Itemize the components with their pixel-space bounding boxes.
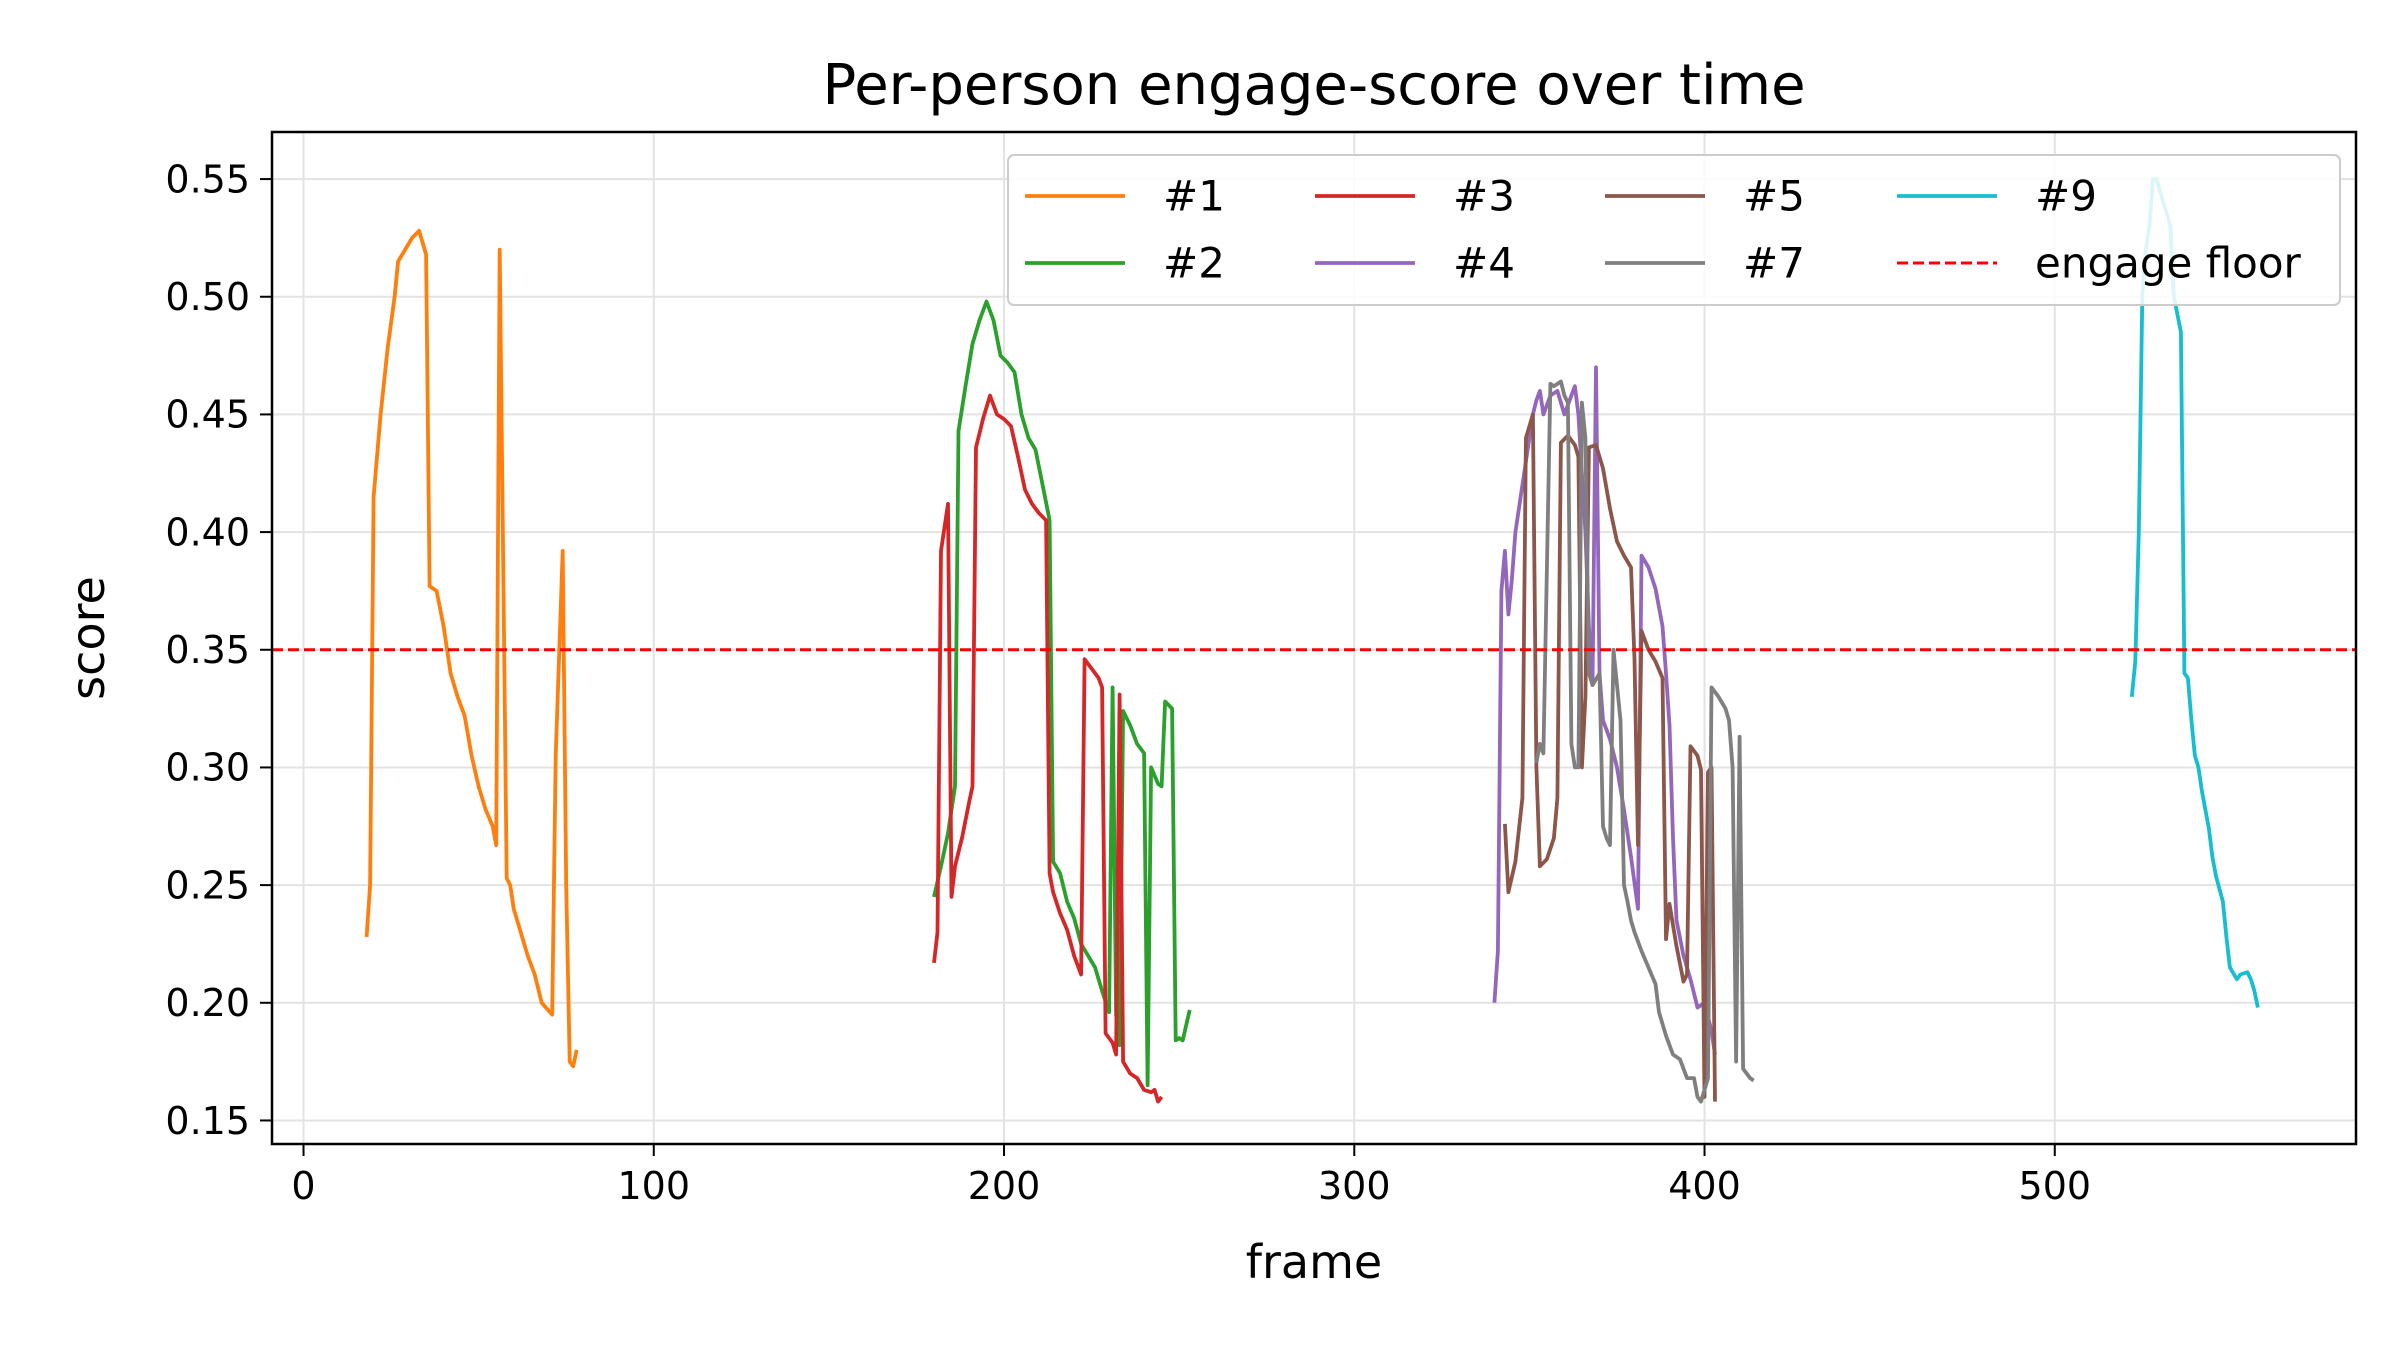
series-line-p3	[932, 393, 1164, 1104]
legend-label: engage floor	[2035, 239, 2302, 288]
x-tick-label: 0	[291, 1164, 315, 1208]
legend-label: #2	[1163, 239, 1225, 288]
x-tick-label: 400	[1668, 1164, 1741, 1208]
chart-title: Per-person engage-score over time	[822, 53, 1805, 118]
x-tick-label: 300	[1318, 1164, 1391, 1208]
x-tick-label: 100	[618, 1164, 691, 1208]
y-tick-label: 0.50	[165, 275, 250, 319]
plot-frame	[270, 130, 2358, 1146]
legend-label: #4	[1453, 239, 1515, 288]
legend-label: #1	[1163, 172, 1225, 221]
series-line-p2	[932, 299, 1192, 1088]
x-tick-label: 200	[968, 1164, 1041, 1208]
y-tick-label: 0.30	[165, 746, 250, 790]
y-tick-label: 0.25	[165, 863, 250, 907]
x-tick-label: 500	[2019, 1164, 2092, 1208]
legend: #1 #2 #3 #4 #5 #7 #9 engage floor	[1007, 154, 2341, 306]
axis-ticks: 0 100 200 300 400 500 0.15 0.20 0.25 0.30 0.35 0.40…	[165, 157, 2091, 1208]
y-axis-label: score	[61, 576, 115, 700]
series-line-p4	[1492, 365, 1717, 1055]
y-tick-label: 0.20	[165, 981, 250, 1025]
y-tick-label: 0.35	[165, 628, 250, 672]
legend-label: #5	[1743, 172, 1805, 221]
y-tick-label: 0.15	[165, 1099, 250, 1143]
series-line-p5	[1503, 412, 1717, 1102]
legend-label: #9	[2035, 172, 2097, 221]
y-tick-label: 0.40	[165, 510, 250, 554]
legend-box	[1007, 154, 2341, 306]
legend-label: #7	[1743, 239, 1805, 288]
y-tick-label: 0.45	[165, 393, 250, 437]
series-line-p1	[364, 228, 579, 1069]
legend-label: #3	[1453, 172, 1515, 221]
x-axis-label: frame	[1246, 1235, 1382, 1289]
y-tick-label: 0.55	[165, 157, 250, 201]
series-line-p7	[1534, 379, 1755, 1104]
